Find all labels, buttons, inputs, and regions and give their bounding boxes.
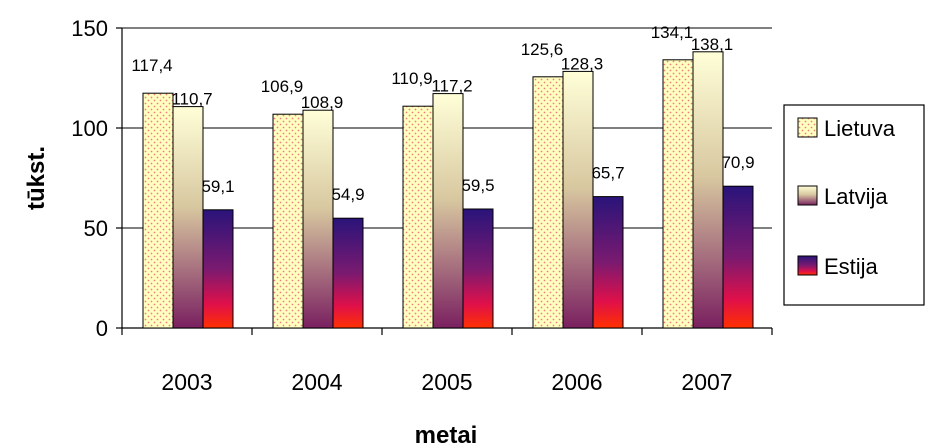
data-labels: 117,4 106,9 110,9 125,6 134,1 110,7 108,9 117,2… [131,23,754,204]
y-tick-label: 150 [71,16,108,41]
bar-lietuva [662,59,694,329]
bar-lietuva [142,92,174,329]
data-label: 59,1 [201,177,234,196]
legend-swatch-estija [797,255,818,276]
bar-latvija [692,51,724,329]
data-label: 117,2 [431,77,472,96]
legend-label: Latvija [824,184,888,209]
data-label: 110,7 [171,90,212,109]
bar-latvija [302,109,334,329]
legend-swatch-lietuva [797,117,818,138]
data-label: 125,6 [521,40,564,59]
bar-latvija [562,70,594,329]
legend: Lietuva Latvija Estija [783,104,925,306]
data-label: 117,4 [131,56,172,75]
data-label: 59,5 [461,176,494,195]
x-axis-title: metai [415,422,478,448]
y-axis-ticks: 0 50 100 150 [71,16,122,341]
y-tick-label: 100 [71,116,108,141]
x-tick-label: 2003 [161,369,212,395]
y-axis-title: tūkst. [23,146,50,210]
data-label: 70,9 [721,153,754,172]
legend-label: Estija [824,254,879,279]
y-tick-label: 50 [84,216,108,241]
bars [142,51,754,329]
bar-latvija [432,93,464,329]
data-label: 110,9 [391,69,432,88]
bar-estija [332,217,364,329]
bar-lietuva [532,76,564,329]
data-label: 106,9 [261,77,304,96]
x-tick-label: 2007 [681,369,732,395]
legend-label: Lietuva [824,116,896,141]
bar-lietuva [272,113,304,329]
bar-estija [722,185,754,329]
bar-lietuva [402,105,434,329]
data-label: 108,9 [301,93,344,112]
y-tick-label: 0 [96,316,108,341]
data-label: 65,7 [591,164,624,183]
bar-estija [592,196,624,329]
data-label: 138,1 [691,35,734,54]
legend-swatch-latvija [797,185,818,206]
x-axis-ticks: 2003 2004 2005 2006 2007 [121,328,773,395]
bar-latvija [172,106,204,329]
data-label: 128,3 [561,54,604,73]
x-tick-label: 2005 [421,369,472,395]
x-tick-label: 2006 [551,369,602,395]
data-label: 54,9 [331,185,364,204]
data-label: 134,1 [651,23,694,42]
bar-estija [202,209,234,329]
x-tick-label: 2004 [291,369,342,395]
bar-estija [462,208,494,329]
